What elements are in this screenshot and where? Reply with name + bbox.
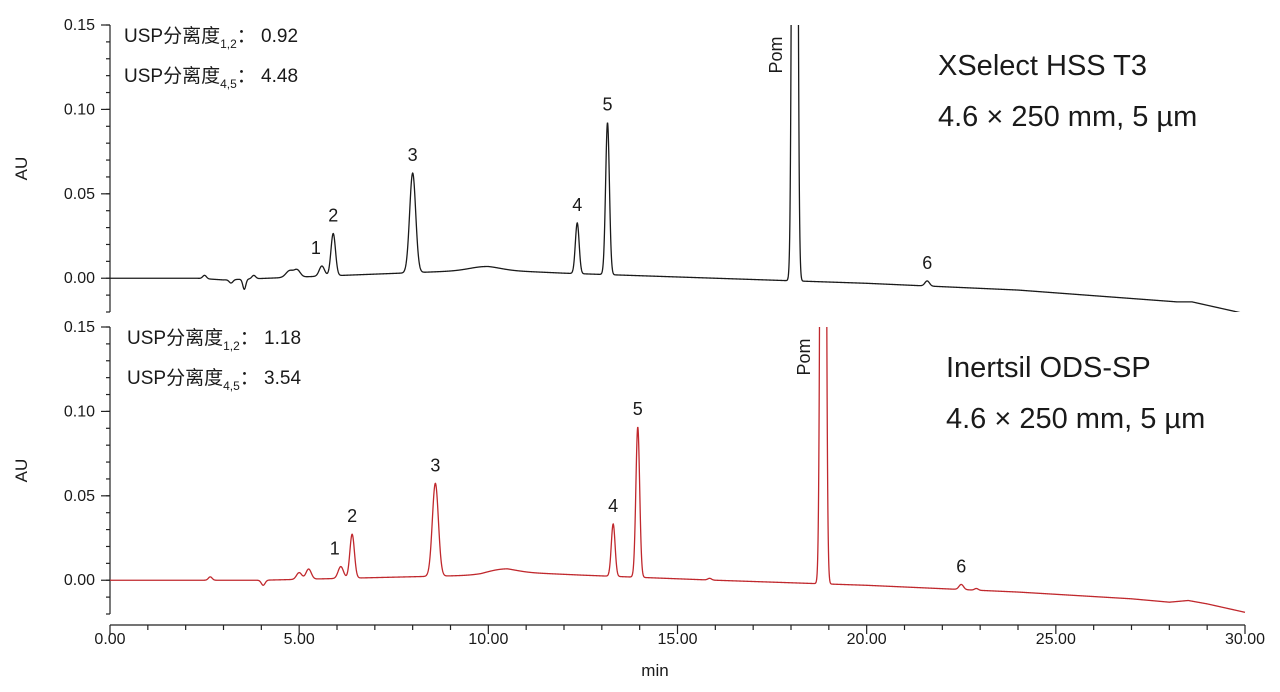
column-dimensions: 4.6 × 250 mm, 5 µm <box>938 101 1197 133</box>
peak-label-5: 5 <box>633 399 643 419</box>
column-name: Inertsil ODS-SP <box>946 352 1151 384</box>
y-tick-label: 0.10 <box>64 403 95 420</box>
resolution-1-2-text: USP分离度1,2： 0.92 <box>124 25 298 51</box>
peak-label-1: 1 <box>330 539 340 559</box>
x-tick-label: 10.00 <box>468 631 508 648</box>
resolution-1-2-value: ： 1.18 <box>240 328 301 349</box>
x-tick-label: 30.00 <box>1225 631 1265 648</box>
resolution-4-5-subscript: 4,5 <box>220 77 237 91</box>
x-tick-label: 15.00 <box>657 631 697 648</box>
peak-label-3: 3 <box>430 455 440 475</box>
x-axis: 0.00 5.00 10.00 15.00 20.00 25.00 30.00 <box>94 624 1265 648</box>
y-tick-label: 0.00 <box>64 270 95 287</box>
resolution-4-5-subscript: 4,5 <box>223 379 240 393</box>
resolution-4-5-value: ： 4.48 <box>237 66 298 87</box>
column-dimensions: 4.6 × 250 mm, 5 µm <box>946 403 1205 435</box>
resolution-1-2-subscript: 1,2 <box>223 339 240 353</box>
resolution-1-2-subscript: 1,2 <box>220 37 237 51</box>
peak-label-6: 6 <box>922 253 932 273</box>
y-tick-label: 0.00 <box>64 572 95 589</box>
peak-label-4: 4 <box>572 195 582 215</box>
trace-line-top <box>110 25 1241 312</box>
resolution-1-2-prefix: USP分离度 <box>127 327 223 349</box>
resolution-4-5-text: USP分离度4,5： 4.48 <box>124 65 298 91</box>
y-tick-label: 0.05 <box>64 488 95 505</box>
bottom-chromatogram-panel: 0.00 0.05 0.10 0.15 AU 12 3 4 5 Pom 6 USP分离度1,2： 1.… <box>12 319 1246 615</box>
resolution-4-5-prefix: USP分离度 <box>124 65 220 87</box>
resolution-1-2-text: USP分离度1,2： 1.18 <box>127 327 301 353</box>
resolution-4-5-text: USP分离度4,5： 3.54 <box>127 367 301 393</box>
resolution-4-5-prefix: USP分离度 <box>127 367 223 389</box>
peak-label-4: 4 <box>608 496 618 516</box>
peak-label-2: 2 <box>347 506 357 526</box>
column-name: XSelect HSS T3 <box>938 50 1147 82</box>
x-tick-label: 20.00 <box>847 631 887 648</box>
x-axis-title: min <box>641 661 668 680</box>
trace-line-bottom <box>110 327 1246 613</box>
y-tick-label: 0.10 <box>64 101 95 118</box>
x-tick-label: 0.00 <box>94 631 125 648</box>
peak-label-1: 1 <box>311 238 321 258</box>
y-axis-title: AU <box>12 157 31 181</box>
peak-label-5: 5 <box>603 95 613 115</box>
y-axis-title: AU <box>12 459 31 483</box>
peak-label-3: 3 <box>408 145 418 165</box>
peak-label-pom: Pom <box>766 36 786 73</box>
peak-label-6: 6 <box>956 556 966 576</box>
y-tick-label: 0.05 <box>64 186 95 203</box>
y-tick-label: 0.15 <box>64 17 95 34</box>
y-tick-label: 0.15 <box>64 319 95 336</box>
top-chromatogram-panel: 0.00 0.05 0.10 0.15 AU 12 3 4 5 Pom 6 USP分离度1,2： 0.… <box>12 17 1241 313</box>
peak-label-2: 2 <box>328 206 338 226</box>
x-tick-label: 25.00 <box>1036 631 1076 648</box>
peak-label-pom: Pom <box>794 338 814 375</box>
resolution-4-5-value: ： 3.54 <box>240 368 302 389</box>
x-tick-label: 5.00 <box>284 631 315 648</box>
resolution-1-2-prefix: USP分离度 <box>124 25 220 47</box>
resolution-1-2-value: ： 0.92 <box>237 26 298 47</box>
